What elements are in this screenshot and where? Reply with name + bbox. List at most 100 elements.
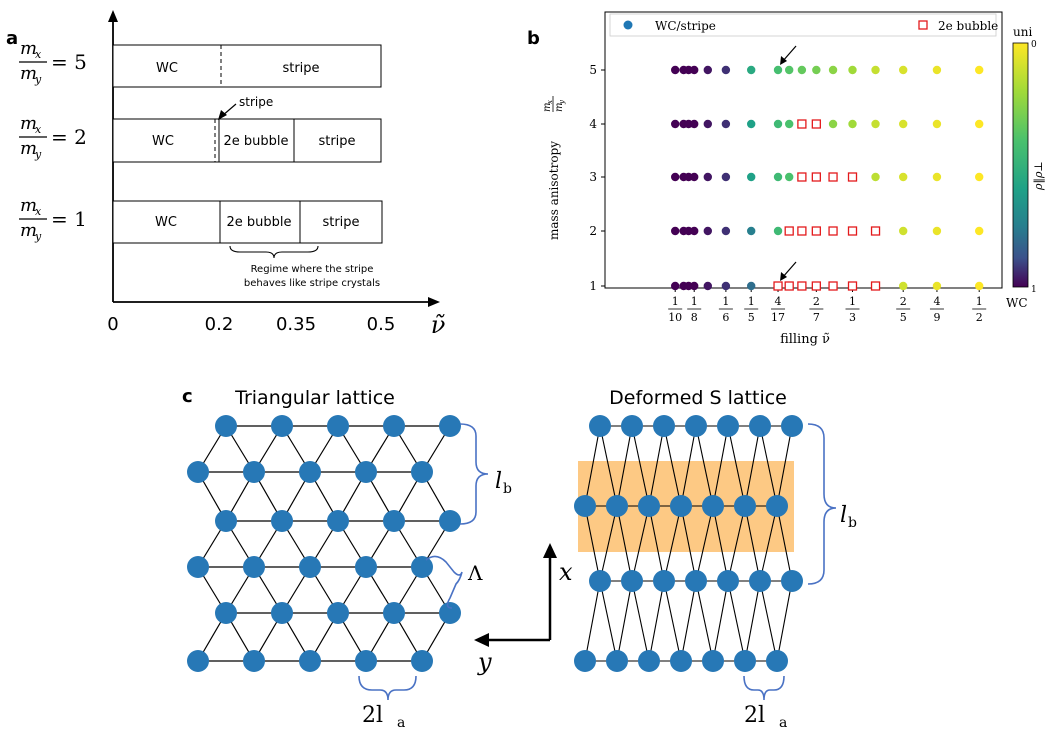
lattice-site [243, 461, 265, 483]
lattice-site [685, 415, 707, 437]
lattice-site [299, 650, 321, 672]
lattice-site [215, 602, 237, 624]
data-point [704, 66, 712, 74]
data-point [933, 120, 941, 128]
data-point [722, 282, 730, 290]
y-direction-label: y [477, 648, 492, 676]
data-point [722, 66, 730, 74]
x-ticks: 1101816154172713254912 [668, 288, 986, 324]
lattice-site [589, 415, 611, 437]
lattice-site [411, 461, 433, 483]
x-tick-denominator: 5 [900, 311, 907, 324]
lattice-site [243, 650, 265, 672]
lattice-site [383, 510, 405, 532]
lattice-site [702, 495, 724, 517]
lattice-bond [745, 581, 760, 661]
svg-text:y: y [34, 230, 42, 243]
la-label-right: 2l [744, 703, 765, 728]
bubble-marker [798, 227, 806, 235]
data-point [690, 120, 698, 128]
data-point [690, 227, 698, 235]
data-point [899, 227, 907, 235]
bubble-marker [829, 173, 837, 181]
data-point [848, 120, 856, 128]
legend-bubble-label: 2e bubble [938, 19, 998, 33]
colorbar-tick-top: 0 [1031, 40, 1037, 50]
segment-2e-bubble: 2e bubble [226, 215, 291, 230]
lattice-site [638, 495, 660, 517]
lb-sub-right: b [848, 515, 857, 531]
data-point [871, 120, 879, 128]
colorbar-top-label: uni [1013, 25, 1032, 39]
lattice-site [606, 650, 628, 672]
data-point [671, 282, 679, 290]
svg-text:= 2: = 2 [51, 125, 87, 149]
data-point [722, 120, 730, 128]
panel-b-label: b [527, 28, 540, 49]
lattice-site [439, 510, 461, 532]
data-points [671, 46, 983, 290]
bubble-marker [849, 282, 857, 290]
lattice-site [355, 650, 377, 672]
data-point [785, 66, 793, 74]
svg-text:y: y [34, 73, 42, 86]
lattice-site [187, 556, 209, 578]
lattice-bond [585, 581, 600, 661]
lattice-site [749, 415, 771, 437]
regime-note-line1: Regime where the stripe [251, 264, 374, 275]
phase-bar-1: WC 2e bubble stripe [113, 201, 382, 243]
data-point [933, 282, 941, 290]
lattice-site [574, 650, 596, 672]
x-tick-denominator: 5 [748, 311, 755, 324]
data-point [975, 227, 983, 235]
svg-text:y: y [34, 148, 42, 161]
x-tick-numerator: 1 [849, 295, 856, 308]
svg-text:x: x [35, 205, 42, 218]
data-point [871, 66, 879, 74]
x-tick-numerator: 1 [976, 295, 983, 308]
data-point [899, 66, 907, 74]
lattice-site [187, 650, 209, 672]
panel-a-x-axis-arrow [428, 297, 440, 307]
panel-c: c Triangular lattice Deformed S lattice … [182, 386, 857, 729]
bubble-marker [849, 173, 857, 181]
lattice-site [717, 415, 739, 437]
bubble-marker [829, 282, 837, 290]
panel-b: b WC/stripe 2e bubble mass anisotropy m … [527, 12, 1046, 347]
data-point [933, 227, 941, 235]
svg-text:= 1: = 1 [51, 207, 87, 231]
bubble-marker [798, 120, 806, 128]
lattice-bond [600, 581, 617, 661]
data-point [671, 173, 679, 181]
lattice-site [766, 650, 788, 672]
lattice-site [621, 570, 643, 592]
lattice-site [243, 556, 265, 578]
lattice-site [411, 556, 433, 578]
stripe-annotation: stripe [239, 95, 273, 109]
lattice-site [670, 495, 692, 517]
lattice-site [355, 461, 377, 483]
lambda-label: Λ [467, 561, 483, 585]
lattice-bond [617, 581, 632, 661]
lattice-site [670, 650, 692, 672]
lattice-bond [681, 581, 696, 661]
segment-2e-bubble: 2e bubble [223, 134, 288, 149]
phase-bar-2: WC 2e bubble stripe [113, 119, 381, 162]
segment-wc: WC [155, 215, 177, 230]
x-tick-denominator: 10 [668, 311, 682, 324]
x-tick-numerator: 1 [748, 295, 755, 308]
plot-frame [605, 12, 1002, 288]
lattice-site [685, 570, 707, 592]
x-direction-arrow [543, 543, 557, 558]
y-ticks: 12345 [589, 63, 605, 293]
triangular-lattice [187, 415, 461, 672]
data-point [747, 282, 755, 290]
data-point [812, 66, 820, 74]
bubble-marker [798, 173, 806, 181]
data-point [747, 120, 755, 128]
lattice-site [702, 650, 724, 672]
lattice-site [439, 602, 461, 624]
y-tick-label: 5 [589, 63, 597, 77]
lattice-site [781, 415, 803, 437]
lattice-site [271, 602, 293, 624]
